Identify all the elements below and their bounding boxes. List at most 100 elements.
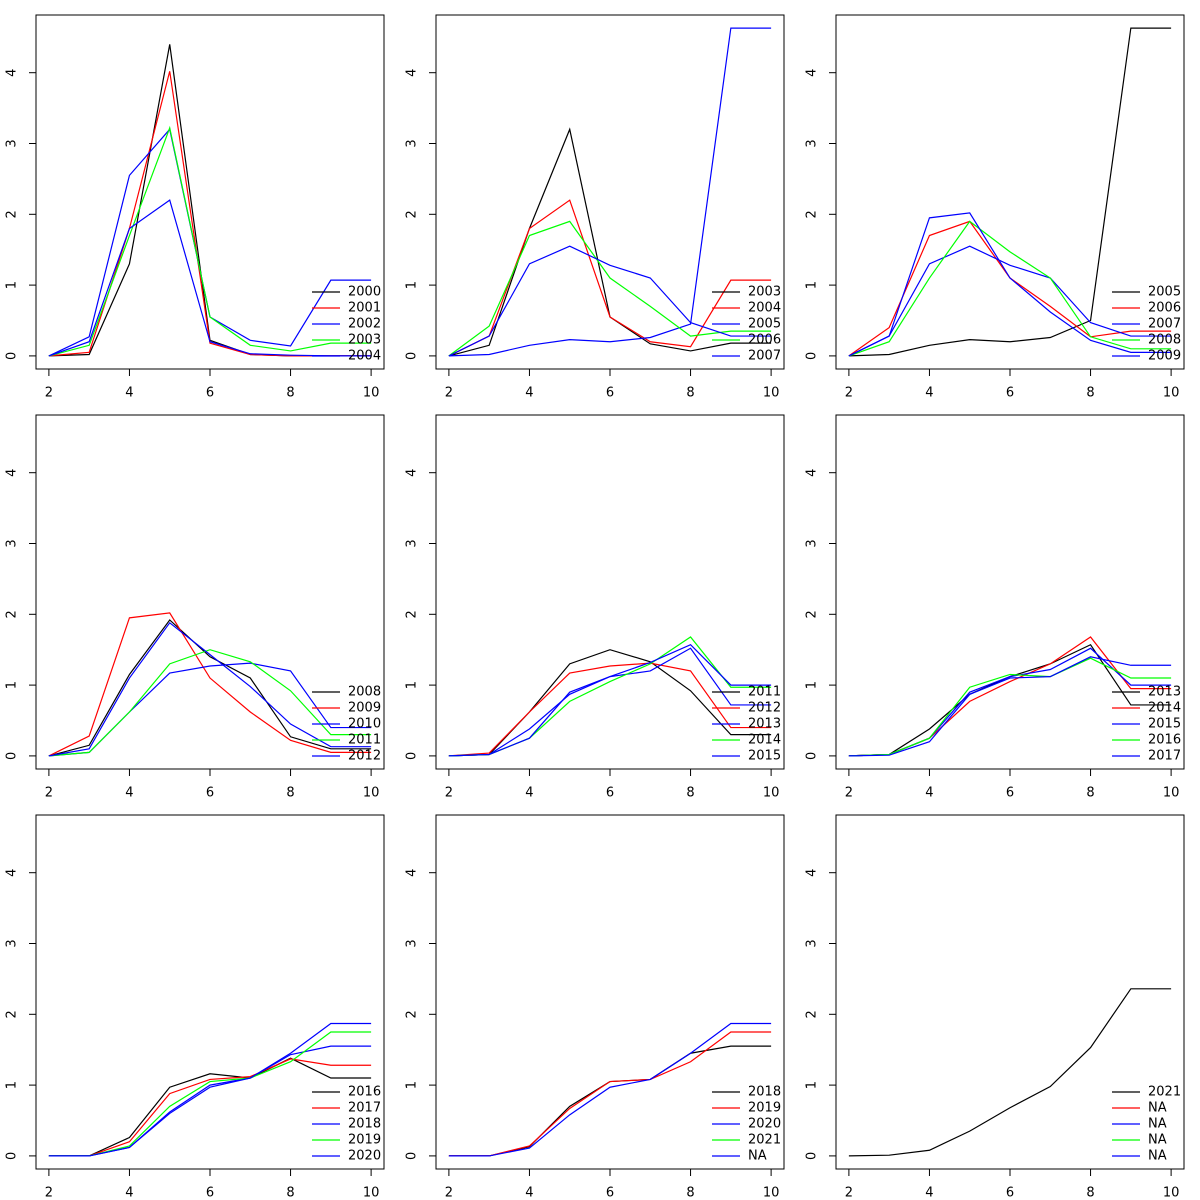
legend-label: 2021 [748, 1133, 781, 1148]
y-tick-label: 4 [805, 469, 820, 477]
series-line [448, 220, 772, 357]
y-tick-label: 2 [5, 210, 20, 218]
series-line [848, 27, 1172, 357]
x-tick-label: 2 [445, 386, 453, 401]
y-tick-label: 4 [405, 69, 420, 77]
x-tick-label: 6 [606, 1186, 614, 1200]
x-tick-label: 8 [286, 386, 294, 401]
series-line [848, 988, 1172, 1157]
legend-label: 2011 [748, 685, 781, 700]
legend-label: NA [1148, 1101, 1167, 1116]
series-line [48, 1058, 372, 1157]
plot-box [835, 14, 1185, 370]
y-tick-label: 2 [805, 1010, 820, 1018]
y-tick-label: 4 [405, 469, 420, 477]
y-tick-label: 1 [405, 281, 420, 289]
y-tick-label: 0 [805, 1152, 820, 1160]
x-tick-label: 10 [1163, 386, 1180, 401]
series-line [848, 656, 1172, 757]
y-tick-label: 1 [405, 681, 420, 689]
x-tick-label: 8 [286, 786, 294, 801]
legend-label: 2001 [348, 301, 381, 316]
legend-label: 2018 [348, 1117, 381, 1132]
x-tick-label: 6 [606, 386, 614, 401]
y-tick-label: 1 [805, 1081, 820, 1089]
series-line [848, 245, 1172, 357]
series-line [448, 662, 772, 757]
x-tick-label: 10 [763, 1186, 780, 1200]
x-tick-label: 10 [1163, 786, 1180, 801]
y-tick-label: 0 [405, 752, 420, 760]
legend-label: NA [1148, 1117, 1167, 1132]
legend-label: 2018 [748, 1085, 781, 1100]
series-line [448, 644, 772, 757]
legend-label: 2005 [748, 317, 781, 332]
y-tick-label: 1 [5, 1081, 20, 1089]
series-line [48, 612, 372, 757]
y-tick-label: 4 [805, 69, 820, 77]
x-tick-label: 8 [686, 386, 694, 401]
series-line [48, 199, 372, 357]
series-line [848, 636, 1172, 757]
legend-label: 2005 [1148, 285, 1181, 300]
x-tick-label: 4 [525, 1186, 533, 1200]
legend-label: 2019 [748, 1101, 781, 1116]
y-tick-label: 0 [405, 1152, 420, 1160]
x-tick-label: 10 [363, 1186, 380, 1200]
series-line [48, 649, 372, 757]
x-tick-label: 10 [1163, 1186, 1180, 1200]
legend-label: 2014 [1148, 701, 1181, 716]
legend-label: 2008 [1148, 333, 1181, 348]
x-tick-label: 2 [845, 386, 853, 401]
series-line [48, 125, 372, 357]
y-tick-label: 4 [5, 869, 20, 877]
legend-label: NA [748, 1149, 767, 1164]
series-line [448, 1022, 772, 1157]
x-tick-label: 8 [1086, 1186, 1094, 1200]
y-tick-label: 4 [805, 869, 820, 877]
y-tick-label: 0 [805, 352, 820, 360]
y-tick-label: 3 [805, 139, 820, 147]
legend-label: 2012 [748, 701, 781, 716]
legend-label: 2004 [748, 301, 781, 316]
legend-label: 2010 [348, 717, 381, 732]
plot-box [35, 414, 385, 770]
series-line [48, 1057, 372, 1157]
x-tick-label: 2 [445, 786, 453, 801]
legend-label: 2008 [348, 685, 381, 700]
y-tick-label: 4 [5, 69, 20, 77]
series-line [848, 220, 1172, 357]
x-tick-label: 4 [525, 386, 533, 401]
y-tick-label: 0 [5, 1152, 20, 1160]
x-tick-label: 4 [125, 1186, 133, 1200]
legend-label: 2015 [748, 749, 781, 764]
legend-label: 2000 [348, 285, 381, 300]
x-tick-label: 10 [763, 386, 780, 401]
legend-label: 2011 [348, 733, 381, 748]
x-tick-label: 6 [606, 786, 614, 801]
y-tick-label: 3 [5, 139, 20, 147]
y-tick-label: 3 [805, 939, 820, 947]
plot-box [435, 814, 785, 1170]
x-tick-label: 2 [45, 1186, 53, 1200]
y-tick-label: 3 [5, 939, 20, 947]
series-line [48, 44, 372, 357]
legend-label: 2013 [1148, 685, 1181, 700]
x-tick-label: 10 [763, 786, 780, 801]
y-tick-label: 1 [5, 281, 20, 289]
x-tick-label: 4 [925, 1186, 933, 1200]
x-tick-label: 2 [445, 1186, 453, 1200]
series-line [448, 199, 772, 357]
legend-label: 2020 [748, 1117, 781, 1132]
y-tick-label: 1 [5, 681, 20, 689]
series-line [848, 212, 1172, 357]
x-tick-label: 8 [1086, 786, 1094, 801]
y-tick-label: 4 [405, 869, 420, 877]
x-tick-label: 8 [686, 786, 694, 801]
y-tick-label: 3 [405, 139, 420, 147]
